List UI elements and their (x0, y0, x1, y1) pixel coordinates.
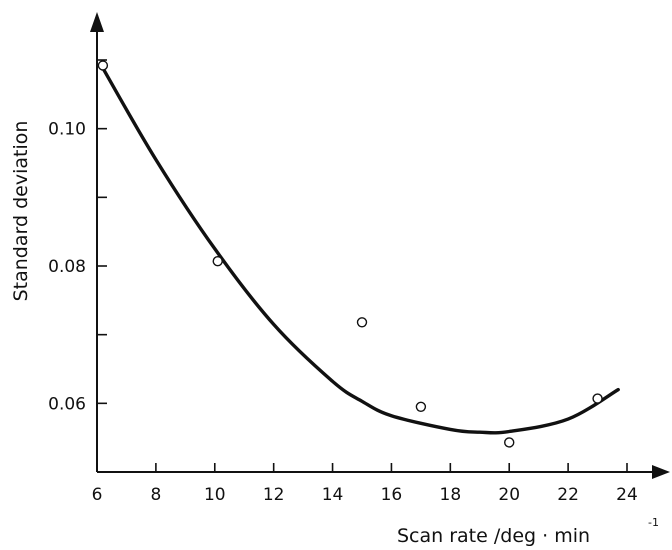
chart-ticks: 6 8 10 12 14 16 18 20 22 24 0.06 0.08 0.10 (48, 59, 638, 505)
x-tick-label: 24 (616, 485, 638, 505)
data-point (97, 60, 109, 71)
x-axis-arrowhead (652, 465, 670, 479)
chart-axes (90, 12, 670, 479)
x-tick-label: 12 (263, 485, 285, 505)
y-axis-title: Standard deviation (10, 121, 32, 302)
data-points-group (97, 60, 603, 448)
fit-curve (101, 66, 620, 435)
data-point (212, 255, 223, 267)
x-tick-label: 8 (150, 485, 161, 505)
y-axis-arrowhead (90, 12, 104, 32)
data-point (415, 401, 427, 412)
x-axis-title-superscript: -1 (648, 516, 659, 529)
data-point (592, 393, 603, 404)
x-tick-label: 14 (322, 485, 344, 505)
y-tick-label: 0.06 (48, 394, 86, 414)
y-tick-label: 0.10 (48, 120, 86, 140)
fit-curve-group (101, 66, 620, 435)
data-point (356, 317, 368, 328)
x-tick-label: 20 (498, 485, 520, 505)
x-axis-title-main: Scan rate /deg · min (397, 525, 590, 547)
x-axis-title: Scan rate /deg · min (397, 525, 590, 547)
data-point (504, 437, 515, 448)
x-tick-label: 16 (381, 485, 403, 505)
x-tick-label: 10 (204, 485, 226, 505)
x-tick-label: 18 (440, 485, 462, 505)
x-tick-label: 6 (92, 485, 103, 505)
y-tick-label: 0.08 (48, 257, 86, 277)
x-tick-label: 22 (557, 485, 579, 505)
